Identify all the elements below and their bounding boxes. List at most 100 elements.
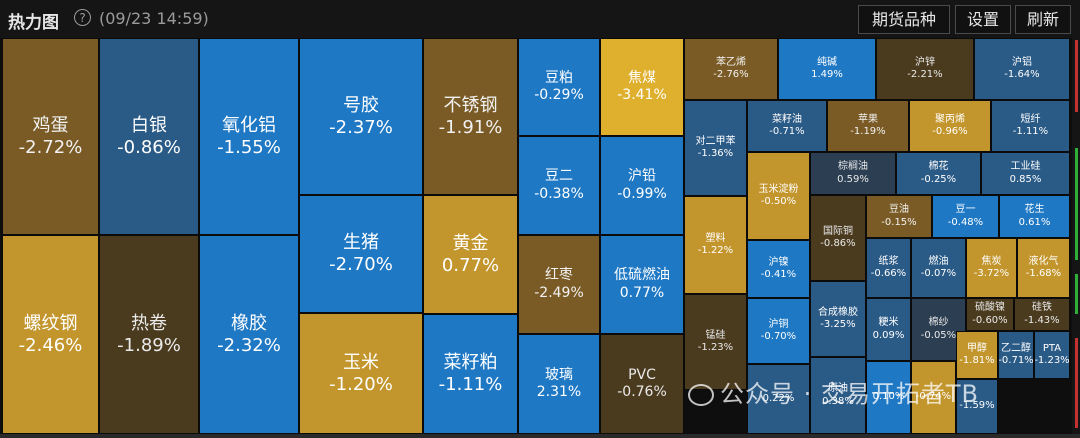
heatmap-tile[interactable]: -0.74% (911, 361, 956, 434)
heatmap-tile[interactable]: 生猪 -2.70% (299, 195, 423, 313)
futures-variety-button[interactable]: 期货品种 (858, 5, 950, 34)
heatmap-tile[interactable]: 苹果 -1.19% (827, 100, 909, 152)
heatmap-tile[interactable]: 沪铅 -0.99% (600, 136, 684, 235)
tile-name: 苯乙烯 (716, 56, 746, 68)
tile-name: 氧化铝 (222, 114, 276, 136)
tile-name: 玉米淀粉 (758, 183, 799, 195)
heatmap-tile[interactable]: PTA -1.23% (1034, 331, 1070, 379)
heatmap-tile[interactable]: 黄金 0.77% (423, 195, 518, 314)
heatmap-tile[interactable]: 螺纹钢 -2.46% (2, 235, 99, 434)
heatmap-tile[interactable]: PVC -0.76% (600, 334, 684, 434)
settings-button[interactable]: 设置 (955, 5, 1011, 34)
tile-change-pct: -1.89% (117, 334, 181, 356)
tile-name: 乙二醇 (1001, 342, 1031, 354)
indicator-red-2 (1075, 338, 1078, 428)
heatmap-tile[interactable]: 低硫燃油 0.77% (600, 235, 684, 334)
heatmap-tile[interactable]: 对二甲苯 -1.36% (684, 100, 747, 196)
heatmap-tile[interactable]: 棕榈油 0.59% (810, 152, 896, 195)
heatmap-tile[interactable]: 豆粕 -0.29% (518, 38, 600, 136)
heatmap-tile[interactable]: 棉花 -0.25% (896, 152, 981, 195)
heatmap-tile[interactable]: 号胶 -2.37% (299, 38, 423, 195)
question-circle-icon[interactable]: ? (74, 9, 91, 26)
tile-change-pct: -1.11% (1012, 126, 1049, 137)
heatmap-tile[interactable]: 氧化铝 -1.55% (199, 38, 299, 235)
heatmap-tile[interactable]: 焦煤 -3.41% (600, 38, 684, 136)
heatmap-tile[interactable]: 豆油 -0.15% (866, 195, 932, 238)
heatmap-tile[interactable]: 棉纱 -0.05% (911, 298, 966, 361)
heatmap-tile[interactable]: 焦炭 -3.72% (966, 238, 1017, 298)
heatmap-tile[interactable]: 玉米淀粉 -0.50% (747, 152, 810, 240)
heatmap-tile[interactable]: 沪铜 -0.70% (747, 298, 810, 364)
tile-name: 菜籽油 (772, 113, 802, 125)
heatmap-treemap: 鸡蛋 -2.72% 螺纹钢 -2.46% 白银 -0.86% 热卷 -1.89% 氧化铝 -1.5… (2, 38, 1070, 434)
tile-change-pct: -1.64% (1004, 69, 1040, 80)
tile-change-pct: -2.49% (534, 284, 584, 301)
heatmap-tile[interactable]: 沪锌 -2.21% (876, 38, 974, 100)
tile-name: 红枣 (545, 267, 573, 284)
tile-name: 豆油 (889, 204, 909, 216)
heatmap-tile[interactable]: 鸡蛋 -2.72% (2, 38, 99, 235)
tile-change-pct: 0.38% (822, 395, 854, 407)
heatmap-tile[interactable]: 0.22% (747, 364, 810, 434)
heatmap-tile[interactable]: 合成橡胶 -3.25% (810, 281, 866, 357)
heatmap-tile[interactable]: 塑料 -1.22% (684, 196, 747, 294)
heatmap-tile[interactable]: 苯乙烯 -2.76% (684, 38, 778, 100)
tile-change-pct: 0.61% (1018, 216, 1051, 228)
heatmap-tile[interactable]: 白银 -0.86% (99, 38, 199, 235)
heatmap-tile[interactable]: -1.59% (956, 379, 998, 434)
heatmap-tile[interactable]: 乙二醇 -0.71% (998, 331, 1034, 379)
tile-change-pct: 0.59% (837, 173, 869, 185)
tile-change-pct: -0.38% (534, 185, 584, 202)
tile-change-pct: -2.70% (329, 254, 393, 275)
heatmap-tile[interactable]: 豆一 -0.48% (932, 195, 999, 238)
tile-change-pct: -0.41% (760, 269, 797, 280)
heatmap-tile[interactable]: 0.10% (866, 361, 911, 434)
heatmap-tile[interactable]: 玉米 -1.20% (299, 313, 423, 434)
tile-name: 纸浆 (878, 255, 899, 267)
tile-name: 锰硅 (705, 329, 726, 341)
title-bar: 热力图 ? (09/23 14:59) 期货品种 设置 刷新 (0, 0, 1080, 38)
heatmap-tile[interactable]: 硅铁 -1.43% (1014, 298, 1070, 331)
heatmap-tile[interactable]: 聚丙烯 -0.96% (909, 100, 991, 152)
heatmap-tile[interactable]: 不锈钢 -1.91% (423, 38, 518, 195)
heatmap-tile[interactable]: 原油 0.38% (810, 357, 866, 434)
heatmap-tile[interactable]: 菜籽粕 -1.11% (423, 314, 518, 434)
tile-name: 号胶 (343, 94, 379, 116)
refresh-button[interactable]: 刷新 (1015, 5, 1071, 34)
tile-name: 硫酸镍 (975, 302, 1005, 314)
heatmap-tile[interactable]: 工业硅 0.85% (981, 152, 1070, 195)
heatmap-tile[interactable]: 红枣 -2.49% (518, 235, 600, 334)
tile-change-pct: -1.91% (438, 116, 503, 138)
heatmap-tile[interactable]: 甲醇 -1.81% (956, 331, 998, 379)
heatmap-tile[interactable]: 菜籽油 -0.71% (747, 100, 827, 152)
tile-name: 合成橡胶 (818, 306, 858, 318)
tile-name: 棉花 (928, 161, 949, 173)
heatmap-tile[interactable]: 液化气 -1.68% (1017, 238, 1070, 298)
heatmap-tile[interactable]: 纯碱 1.49% (778, 38, 876, 100)
tile-name: 燃油 (928, 255, 949, 267)
heatmap-tile[interactable]: 纸浆 -0.66% (866, 238, 911, 298)
heatmap-tile[interactable]: 燃油 -0.07% (911, 238, 966, 298)
heatmap-tile[interactable]: 短纤 -1.11% (991, 100, 1070, 152)
tile-change-pct: -2.76% (713, 69, 749, 80)
heatmap-tile[interactable]: 沪铝 -1.64% (974, 38, 1070, 100)
heatmap-tile[interactable]: 沪镍 -0.41% (747, 240, 810, 298)
tile-change-pct: -1.36% (697, 148, 734, 159)
tile-change-pct: -1.43% (1024, 314, 1060, 326)
heatmap-tile[interactable]: 花生 0.61% (999, 195, 1070, 238)
heatmap-tile[interactable]: 国际铜 -0.86% (810, 195, 866, 281)
heatmap-tile[interactable]: 热卷 -1.89% (99, 235, 199, 434)
heatmap-tile[interactable]: 玻璃 2.31% (518, 334, 600, 434)
heatmap-tile[interactable]: 粳米 0.09% (866, 298, 911, 361)
heatmap-tile[interactable]: 锰硅 -1.23% (684, 294, 747, 390)
heatmap-tile[interactable]: 豆二 -0.38% (518, 136, 600, 235)
tile-name: 纯碱 (817, 56, 837, 68)
tile-name: 菜籽粕 (443, 352, 498, 374)
tile-name: 沪镍 (768, 256, 789, 268)
heatmap-tile[interactable]: 橡胶 -2.32% (199, 235, 299, 434)
tile-change-pct: 0.85% (1009, 173, 1042, 185)
heatmap-tile[interactable]: 硫酸镍 -0.60% (966, 298, 1014, 331)
tile-change-pct: -0.29% (534, 87, 584, 103)
tile-change-pct: -1.81% (959, 355, 995, 366)
tile-change-pct: 0.22% (762, 392, 795, 404)
